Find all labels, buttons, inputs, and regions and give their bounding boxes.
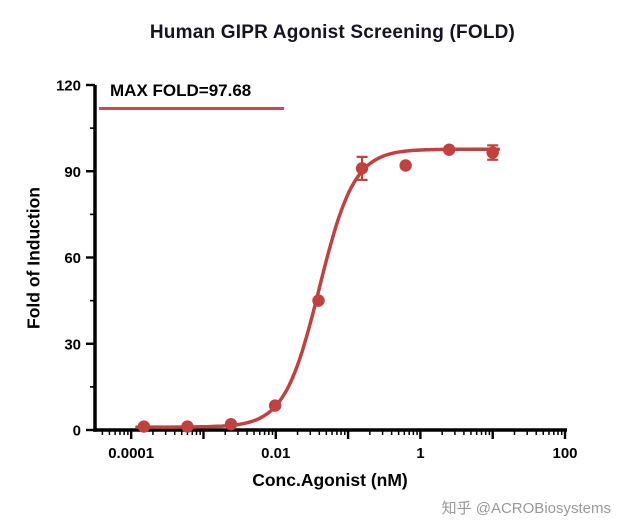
svg-text:60: 60: [64, 250, 81, 267]
svg-text:90: 90: [64, 164, 81, 181]
annotation-underline: [99, 107, 284, 110]
watermark: 知乎 @ACROBiosystems: [441, 500, 611, 517]
svg-text:100: 100: [552, 445, 577, 462]
svg-text:30: 30: [64, 336, 81, 353]
svg-text:0.0001: 0.0001: [108, 445, 154, 462]
chart-title: Human GIPR Agonist Screening (FOLD): [149, 22, 516, 43]
max-fold-annotation: MAX FOLD=97.68: [110, 81, 252, 100]
svg-text:0.01: 0.01: [261, 445, 290, 462]
svg-text:1: 1: [416, 445, 424, 462]
svg-text:0: 0: [73, 423, 81, 440]
x-axis-title: Conc.Agonist (nM): [252, 470, 408, 490]
svg-text:120: 120: [56, 78, 81, 95]
